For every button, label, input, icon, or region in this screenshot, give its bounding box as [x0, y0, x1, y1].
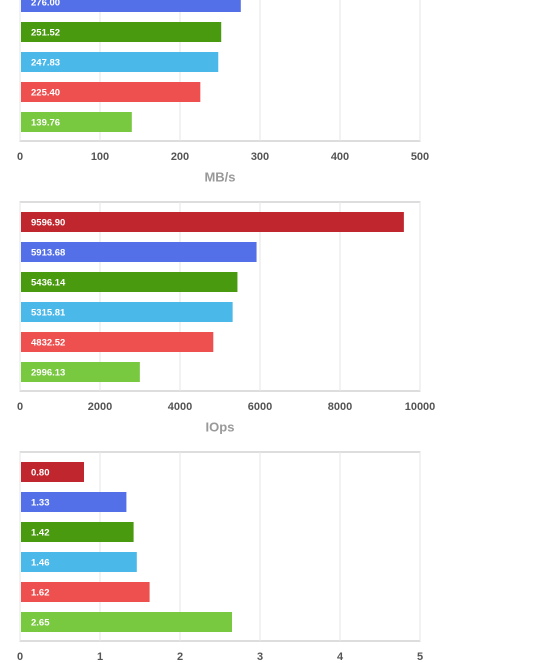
value-label: 0.80 — [31, 468, 50, 479]
value-label: 1.42 — [31, 528, 50, 539]
bar — [21, 112, 132, 132]
x-tick-label: 100 — [91, 151, 109, 163]
bar — [21, 302, 233, 322]
bar — [21, 212, 404, 232]
x-tick-label: 1 — [97, 651, 103, 663]
bar — [21, 272, 238, 292]
x-tick-label: 3 — [257, 651, 263, 663]
value-label: 1.46 — [31, 558, 50, 569]
x-tick-label: 0 — [17, 651, 23, 663]
value-label: 5315.81 — [31, 308, 66, 319]
x-tick-label: 2 — [177, 651, 183, 663]
x-tick-label: 2000 — [88, 401, 112, 413]
bar — [21, 612, 232, 632]
value-label: 4832.52 — [31, 338, 65, 349]
x-tick-label: 0 — [17, 151, 23, 163]
bar — [21, 82, 201, 102]
bar — [21, 362, 140, 382]
x-tick-label: 10000 — [405, 401, 436, 413]
x-tick-label: 4000 — [168, 401, 192, 413]
bar — [21, 492, 127, 512]
plot-area — [19, 201, 421, 392]
bar — [21, 242, 257, 262]
bar — [21, 552, 137, 572]
value-label: 251.52 — [31, 28, 60, 39]
value-label: 1.62 — [31, 588, 50, 599]
value-label: 9596.90 — [31, 218, 65, 229]
bar — [21, 52, 219, 72]
x-axis-label: IOps — [206, 419, 235, 434]
x-tick-label: 500 — [411, 151, 429, 163]
value-label: 1.33 — [31, 498, 50, 509]
x-axis-label: MB/s — [204, 169, 235, 184]
value-label: 5913.68 — [31, 248, 65, 259]
bar — [21, 522, 134, 542]
bar — [21, 0, 241, 12]
value-label: 2996.13 — [31, 368, 65, 379]
x-tick-label: 300 — [251, 151, 269, 163]
value-label: 139.76 — [31, 118, 60, 129]
x-tick-label: 400 — [331, 151, 349, 163]
x-tick-label: 200 — [171, 151, 189, 163]
bar — [21, 462, 84, 482]
x-tick-label: 6000 — [248, 401, 272, 413]
bar — [21, 22, 222, 42]
value-label: 2.65 — [31, 618, 50, 629]
x-tick-label: 5 — [417, 651, 423, 663]
x-tick-label: 4 — [337, 651, 344, 663]
value-label: 5436.14 — [31, 278, 66, 289]
value-label: 276.00 — [31, 0, 60, 9]
x-tick-label: 8000 — [328, 401, 352, 413]
x-tick-label: 0 — [17, 401, 23, 413]
bar — [21, 332, 214, 352]
value-label: 247.83 — [31, 58, 60, 69]
bar — [21, 582, 150, 602]
plot-area — [19, 451, 421, 642]
value-label: 225.40 — [31, 88, 60, 99]
